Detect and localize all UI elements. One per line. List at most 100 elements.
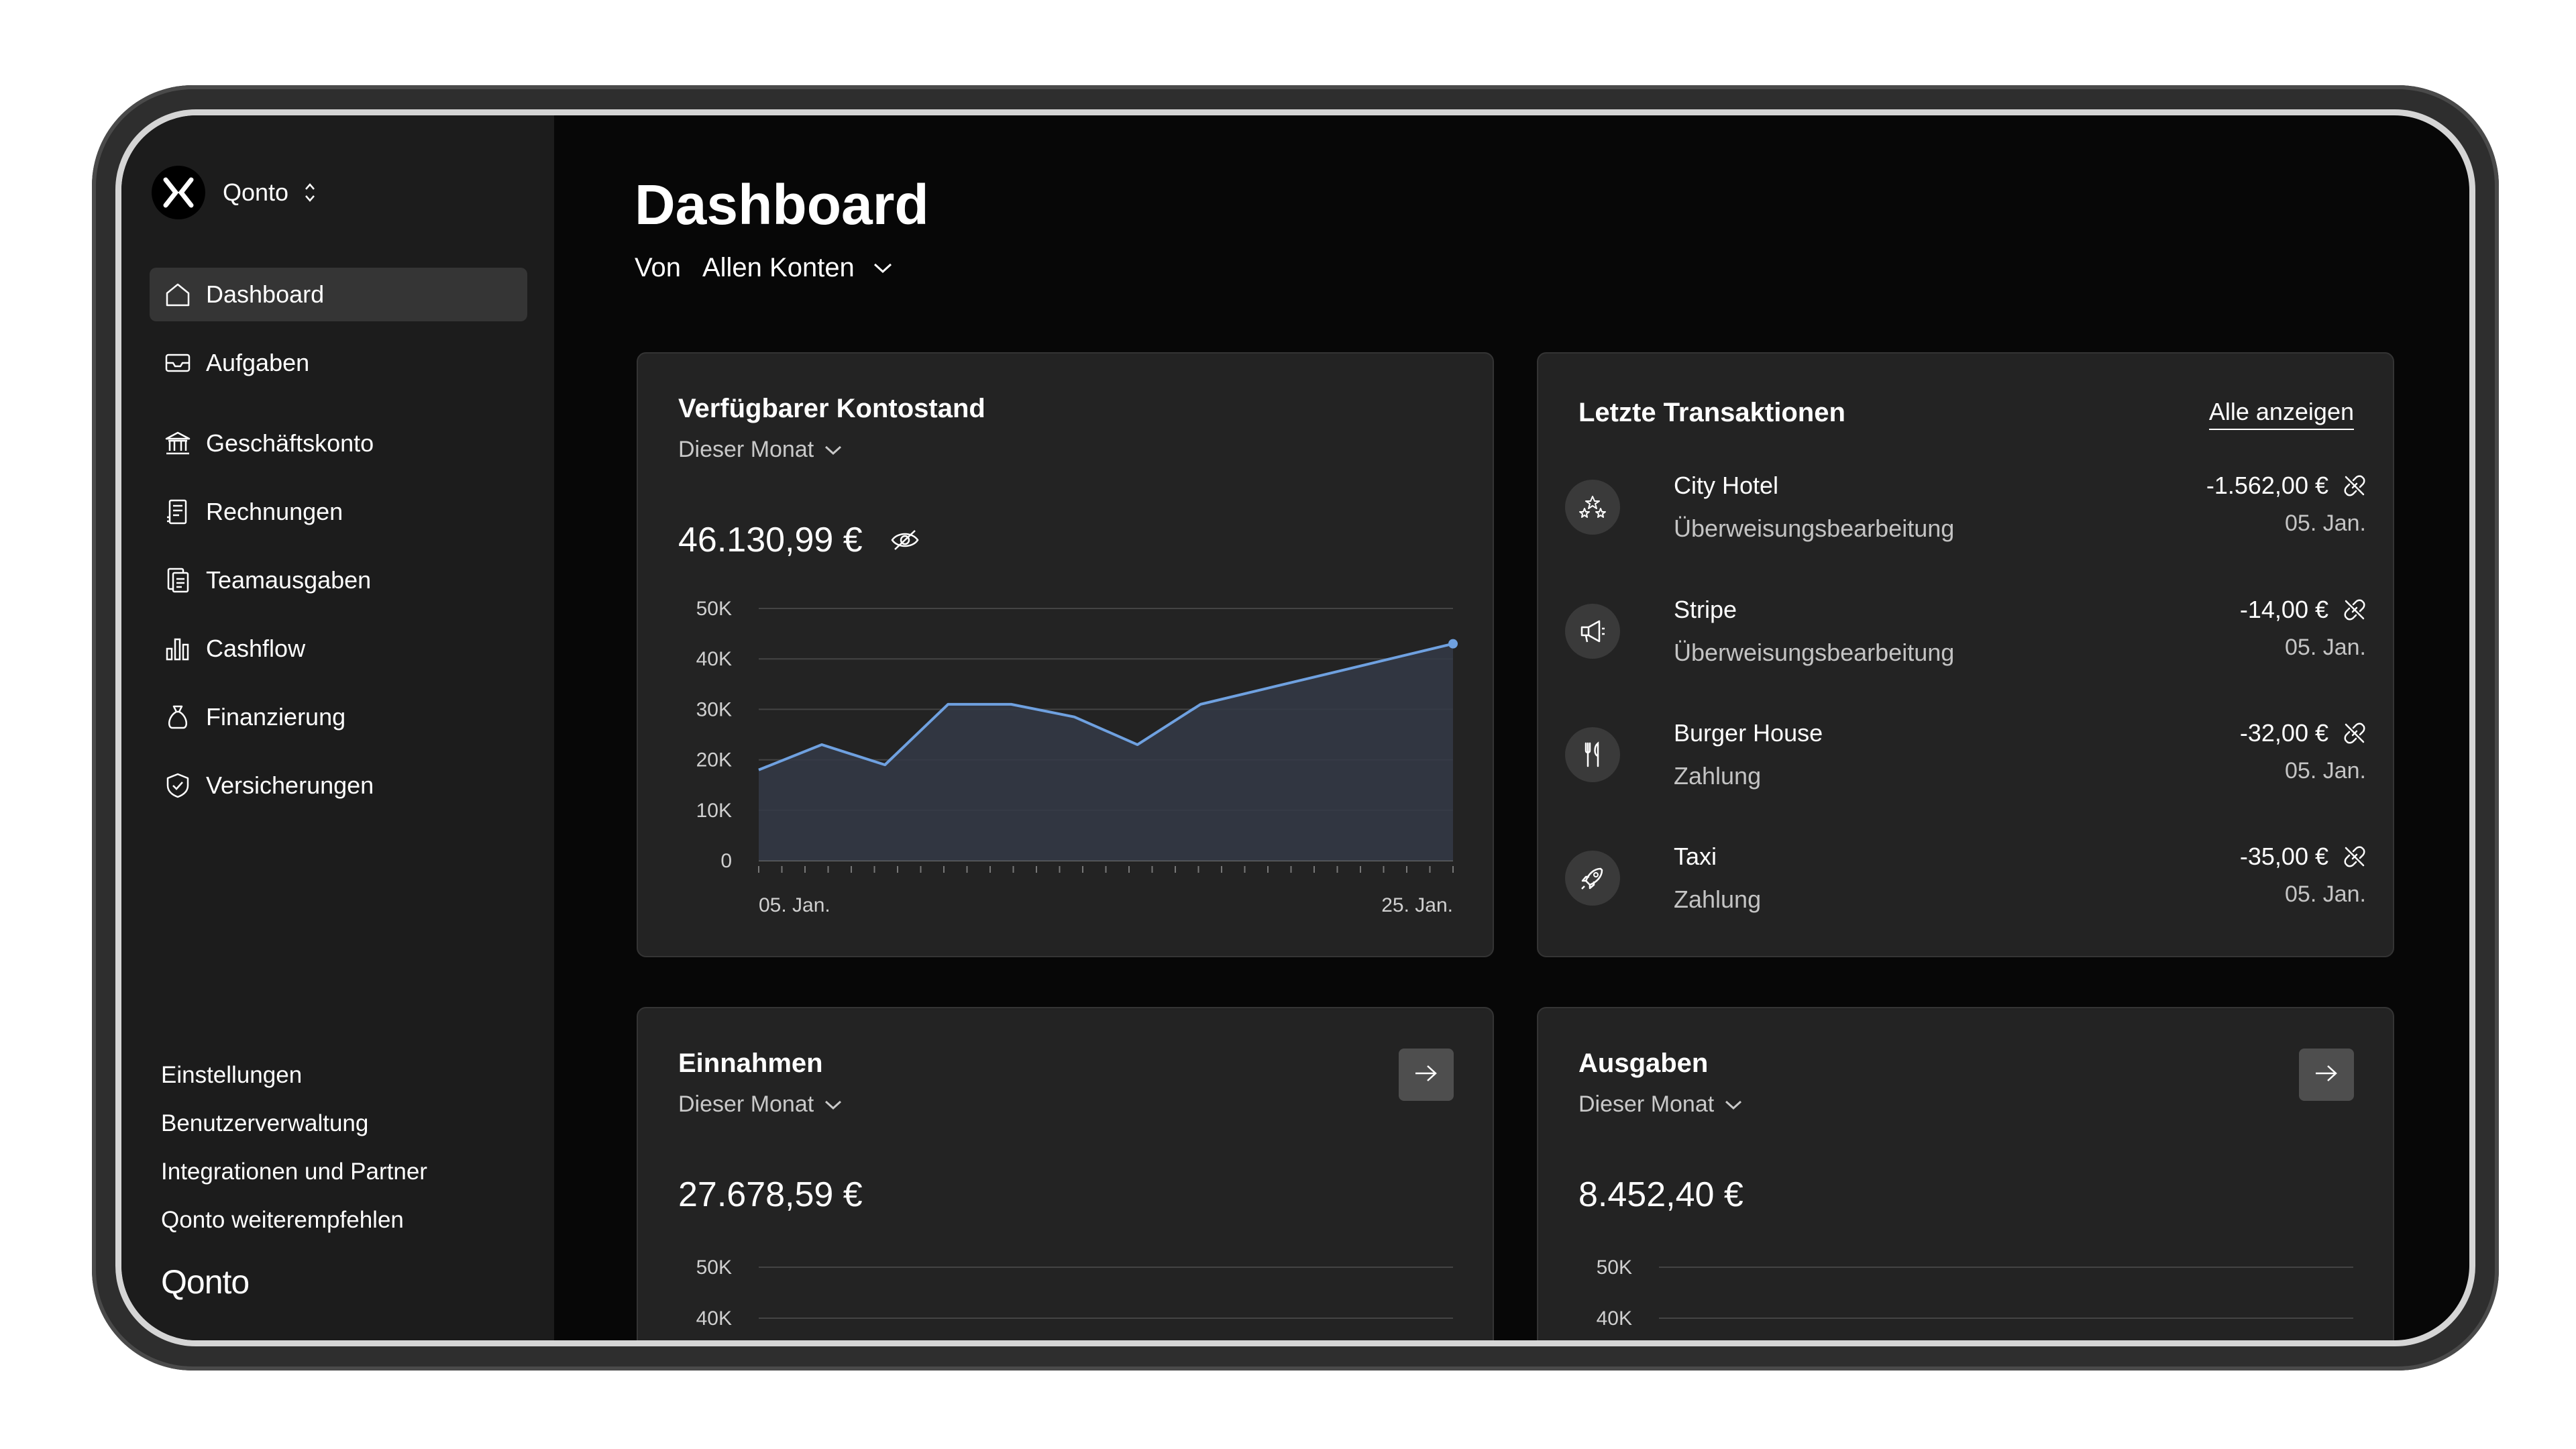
nav-label: Versicherungen: [206, 771, 374, 799]
nav-item-finanzierung[interactable]: Finanzierung: [150, 690, 527, 744]
page-title: Dashboard: [635, 173, 929, 236]
rocket-icon: [1565, 851, 1620, 906]
period-label: Dieser Monat: [1578, 1091, 1715, 1117]
transaction-date: 05. Jan.: [2285, 511, 2366, 536]
transaction-name: Taxi: [1674, 843, 1717, 870]
transaction-row[interactable]: Burger House Zahlung -32,00 € 05. Jan.: [1565, 719, 2366, 806]
transaction-amount-row: -32,00 €: [2240, 719, 2366, 747]
inbox-icon: [162, 347, 194, 379]
card-title: Verfügbarer Kontostand: [678, 394, 985, 423]
card-title: Ausgaben: [1578, 1049, 1709, 1078]
balance-area: [759, 643, 1453, 861]
nav-label: Cashflow: [206, 635, 306, 662]
income-card: Einnahmen Dieser Monat 27.678,59 € 50K 4…: [637, 1007, 1494, 1340]
data-point: [1448, 639, 1458, 649]
transaction-date: 05. Jan.: [2285, 635, 2366, 660]
nav-label: Dashboard: [206, 280, 325, 308]
nav-label: Teamausgaben: [206, 566, 372, 594]
y-tick-label: 30K: [696, 698, 732, 720]
expenses-card: Ausgaben Dieser Monat 8.452,40 € 50K 40K: [1537, 1007, 2394, 1340]
filter-value: Allen Konten: [702, 253, 855, 282]
y-tick-label: 20K: [696, 749, 732, 771]
chevron-down-icon: [1723, 1099, 1743, 1111]
y-tick-label: 40K: [696, 648, 732, 670]
chevron-down-icon: [872, 262, 894, 275]
transaction-amount: -32,00 €: [2239, 719, 2328, 747]
money-bag-icon: [162, 701, 194, 733]
nav-item-geschaeftskonto[interactable]: Geschäftskonto: [150, 417, 527, 470]
nav-item-teamausgaben[interactable]: Teamausgaben: [150, 553, 527, 607]
shield-icon: [162, 769, 194, 802]
transaction-type: Zahlung: [1674, 885, 1762, 913]
transaction-name: City Hotel: [1674, 472, 1779, 499]
y-tick-label: 50K: [696, 1256, 732, 1279]
nav-label: Geschäftskonto: [206, 429, 374, 457]
megaphone-icon: [1565, 604, 1620, 659]
transaction-type: Zahlung: [1674, 762, 1762, 790]
eye-off-icon[interactable]: [890, 528, 920, 552]
x-tick-label: 05. Jan.: [759, 894, 830, 916]
transaction-amount-row: -1.562,00 €: [2206, 472, 2366, 500]
nav-item-versicherungen[interactable]: Versicherungen: [150, 759, 527, 812]
y-tick-label: 0: [720, 850, 732, 872]
transaction-amount-row: -35,00 €: [2240, 843, 2366, 871]
transaction-date: 05. Jan.: [2285, 758, 2366, 784]
income-chart: 50K 40K: [696, 1256, 1453, 1330]
x-tick-label: 25. Jan.: [1381, 894, 1453, 916]
account-filter[interactable]: Von Allen Konten: [635, 253, 894, 283]
nav-label: Finanzierung: [206, 703, 346, 731]
qonto-logo-icon: [152, 166, 205, 219]
balance-amount: 46.130,99 €: [678, 521, 863, 559]
transaction-type: Überweisungsbearbeitung: [1674, 639, 1955, 666]
nav-label: Rechnungen: [206, 498, 343, 525]
arrow-right-icon: [2313, 1063, 2340, 1087]
bar-chart-icon: [162, 633, 194, 665]
sidebar: Qonto Dashboard Aufgaben: [121, 115, 554, 1340]
cutlery-icon: [1565, 727, 1620, 782]
show-all-link[interactable]: Alle anzeigen: [2208, 398, 2354, 430]
nav-label: Aufgaben: [206, 349, 310, 376]
nav-item-aufgaben[interactable]: Aufgaben: [150, 336, 527, 390]
nav-item-dashboard[interactable]: Dashboard: [150, 268, 527, 321]
y-tick-label: 10K: [696, 800, 732, 822]
bank-icon: [162, 427, 194, 460]
link-integrationen[interactable]: Integrationen und Partner: [161, 1159, 427, 1185]
nav-item-rechnungen[interactable]: Rechnungen: [150, 485, 527, 539]
invoice-icon: [162, 496, 194, 528]
transaction-row[interactable]: Stripe Überweisungsbearbeitung -14,00 € …: [1565, 596, 2366, 683]
org-switcher[interactable]: Qonto: [152, 166, 317, 219]
link-benutzerverwaltung[interactable]: Benutzerverwaltung: [161, 1110, 369, 1136]
link-weiterempfehlen[interactable]: Qonto weiterempfehlen: [161, 1207, 404, 1233]
transaction-type: Überweisungsbearbeitung: [1674, 515, 1955, 542]
sidebar-footer-links: Einstellungen Benutzerverwaltung Integra…: [161, 1051, 427, 1244]
nav-item-cashflow[interactable]: Cashflow: [150, 622, 527, 676]
expenses-chart: 50K 40K: [1597, 1256, 2353, 1330]
balance-amount-row: 46.130,99 €: [678, 520, 920, 560]
chevron-down-icon: [823, 1099, 843, 1111]
expenses-amount: 8.452,40 €: [1578, 1175, 1743, 1214]
transaction-date: 05. Jan.: [2285, 881, 2366, 907]
filter-prefix: Von: [635, 253, 681, 282]
transaction-row[interactable]: City Hotel Überweisungsbearbeitung -1.56…: [1565, 472, 2366, 559]
balance-chart: 50K 40K 30K 20K 10K 0 05. Jan. 25. Jan.: [696, 598, 1458, 916]
app-screen: Qonto Dashboard Aufgaben: [121, 115, 2469, 1340]
transaction-amount: -1.562,00 €: [2206, 472, 2328, 499]
transaction-name: Burger House: [1674, 719, 1823, 747]
transaction-amount: -14,00 €: [2239, 596, 2328, 623]
link-einstellungen[interactable]: Einstellungen: [161, 1062, 303, 1088]
period-select[interactable]: Dieser Monat: [678, 437, 843, 463]
transaction-amount: -35,00 €: [2239, 843, 2328, 870]
open-expenses-button[interactable]: [2299, 1049, 2354, 1101]
y-tick-label: 50K: [1597, 1256, 1632, 1279]
home-icon: [162, 278, 194, 311]
period-label: Dieser Monat: [678, 437, 814, 462]
period-select[interactable]: Dieser Monat: [1578, 1091, 1743, 1118]
switch-chevrons-icon: [303, 180, 317, 205]
balance-card: Verfügbarer Kontostand Dieser Monat 46.1…: [637, 352, 1494, 957]
open-income-button[interactable]: [1399, 1049, 1454, 1101]
transaction-row[interactable]: Taxi Zahlung -35,00 € 05. Jan.: [1565, 843, 2366, 930]
period-select[interactable]: Dieser Monat: [678, 1091, 843, 1118]
unlink-icon: [2343, 845, 2366, 868]
arrow-right-icon: [1413, 1063, 1440, 1087]
y-tick-label: 40K: [696, 1307, 732, 1330]
